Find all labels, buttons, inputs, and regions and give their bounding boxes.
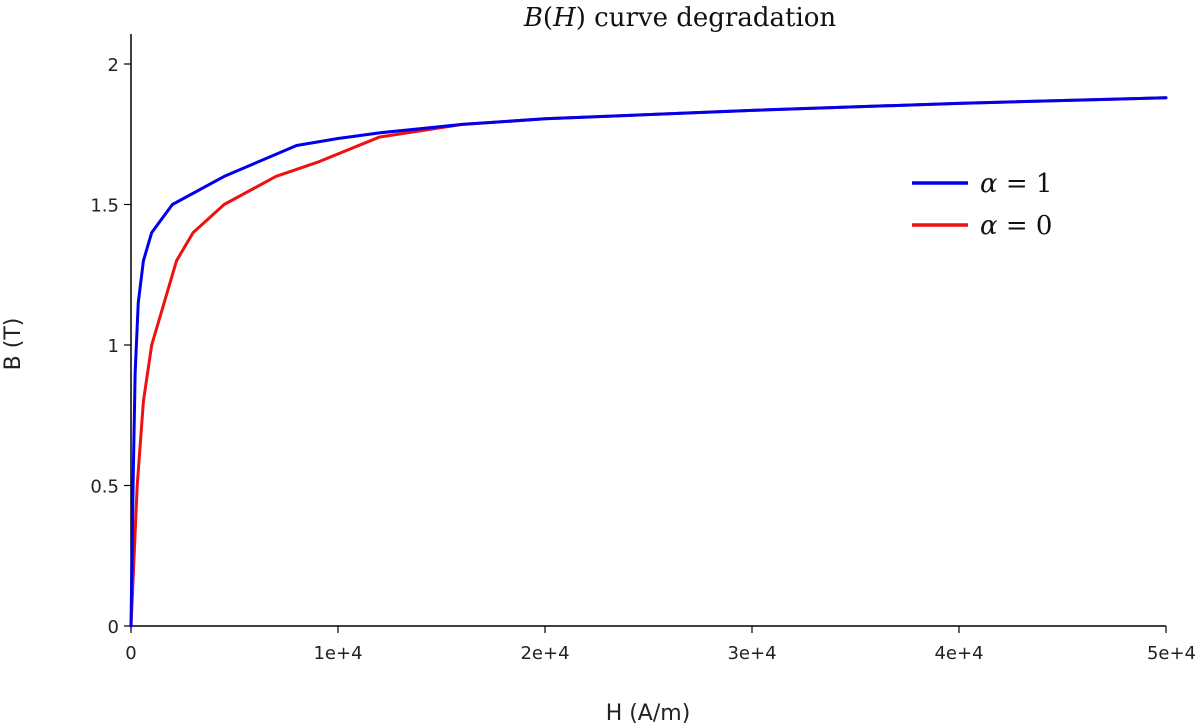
y-tick-label: 0.5 — [90, 477, 119, 498]
axes — [130, 34, 1166, 627]
y-axis-label: B (T) — [1, 318, 26, 371]
x-tick-label: 2e+4 — [520, 643, 569, 664]
y-tick-label: 1 — [108, 336, 119, 357]
x-tick-label: 5e+4 — [1147, 643, 1196, 664]
x-tick-label: 3e+4 — [727, 643, 776, 664]
x-tick-label: 4e+4 — [934, 643, 983, 664]
legend: α = 1 α = 0 — [912, 169, 1052, 241]
x-tick-label: 1e+4 — [313, 643, 362, 664]
legend-label: α = 0 — [980, 211, 1052, 241]
y-tick-label: 0 — [108, 617, 119, 638]
y-tick-label: 1.5 — [90, 196, 119, 217]
x-tick-label: 0 — [125, 643, 136, 664]
x-ticks: 0 1e+4 2e+4 3e+4 4e+4 5e+4 — [125, 626, 1196, 664]
series-line-0 — [129, 96, 1168, 628]
series-group — [129, 96, 1168, 628]
chart-title: B(H) curve degradation — [523, 3, 837, 33]
legend-label: α = 1 — [980, 169, 1052, 199]
x-axis-label: H (A/m) — [606, 701, 691, 726]
y-ticks: 0 0.5 1 1.5 2 — [90, 55, 131, 638]
y-tick-label: 2 — [108, 55, 119, 76]
